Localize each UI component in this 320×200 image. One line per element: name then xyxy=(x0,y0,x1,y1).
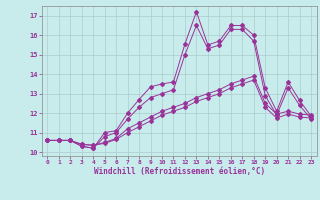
X-axis label: Windchill (Refroidissement éolien,°C): Windchill (Refroidissement éolien,°C) xyxy=(94,167,265,176)
